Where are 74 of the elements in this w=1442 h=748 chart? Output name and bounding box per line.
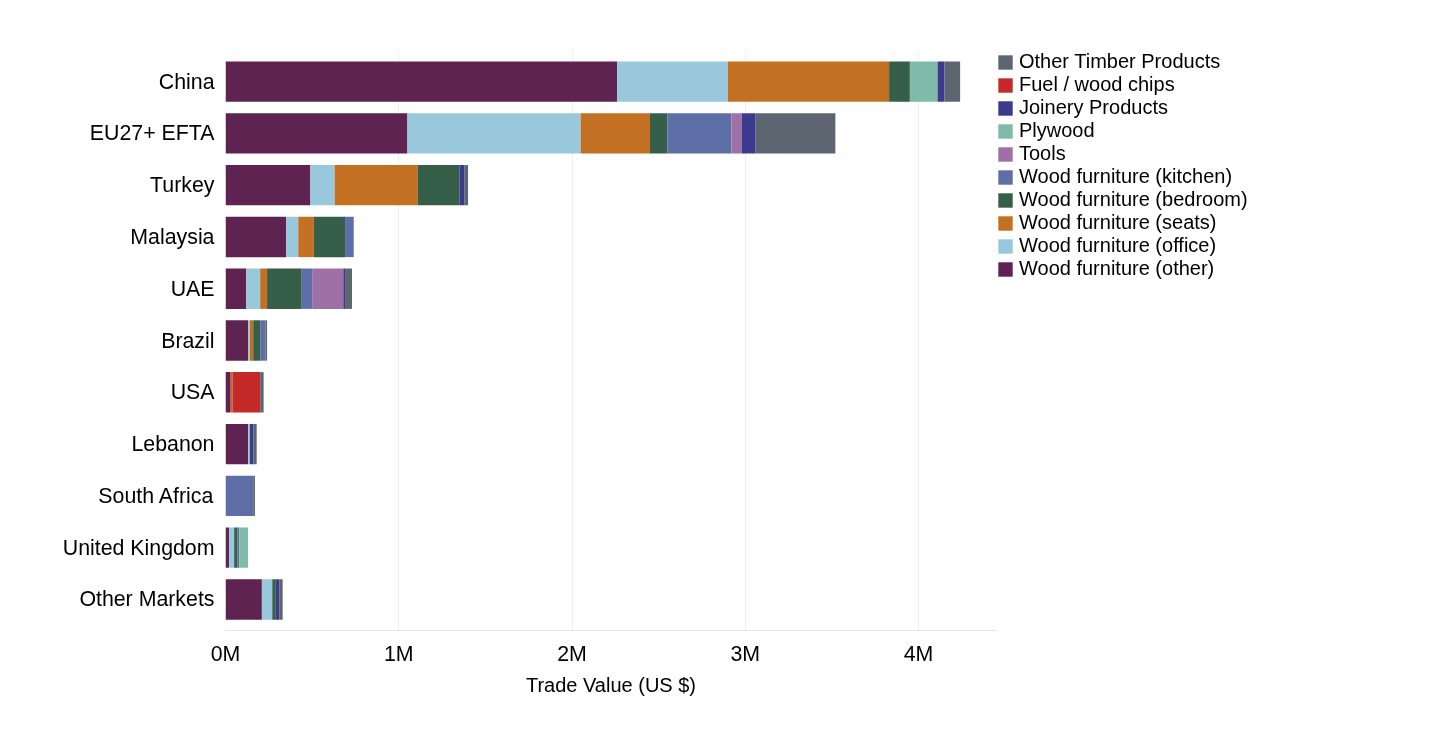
bar bbox=[944, 61, 961, 102]
bar bbox=[727, 61, 890, 102]
bar bbox=[459, 164, 465, 206]
y-tick-label: Turkey bbox=[150, 173, 215, 198]
legend-label: Wood furniture (seats) bbox=[1019, 211, 1217, 234]
x-tick-label: 0M bbox=[210, 641, 241, 666]
bar bbox=[267, 268, 302, 309]
bar bbox=[345, 216, 354, 258]
bar bbox=[261, 579, 273, 620]
bar bbox=[407, 113, 581, 154]
bar bbox=[260, 320, 266, 361]
y-tick-label: South Africa bbox=[98, 483, 214, 508]
bar bbox=[286, 216, 299, 258]
legend-label: Wood furniture (office) bbox=[1019, 234, 1217, 257]
y-tick-label: USA bbox=[170, 380, 216, 405]
x-tick-label: 1M bbox=[383, 641, 414, 666]
bar bbox=[889, 61, 910, 102]
legend-label: Wood furniture (bedroom) bbox=[1019, 188, 1248, 211]
bar bbox=[239, 527, 249, 568]
bar bbox=[253, 320, 261, 361]
bar bbox=[313, 216, 346, 258]
y-tick-label: UAE bbox=[170, 276, 215, 301]
bar bbox=[232, 372, 261, 413]
bar bbox=[755, 113, 836, 154]
bar bbox=[225, 61, 618, 102]
legend-label: Wood furniture (kitchen) bbox=[1019, 165, 1233, 188]
x-axis-title: Trade Value (US $) bbox=[525, 673, 697, 696]
legend-label: Plywood bbox=[1019, 119, 1095, 142]
bar bbox=[617, 61, 728, 102]
legend-label: Joinery Products bbox=[1019, 96, 1168, 119]
bar bbox=[260, 268, 268, 309]
legend-label: Fuel / wood chips bbox=[1019, 73, 1175, 96]
bar bbox=[345, 268, 352, 309]
y-tick-label: Lebanon bbox=[131, 432, 215, 457]
bar bbox=[298, 216, 314, 258]
bar bbox=[225, 579, 262, 620]
bar bbox=[937, 61, 945, 102]
bar bbox=[580, 113, 650, 154]
y-tick-label: China bbox=[158, 69, 215, 94]
bar bbox=[301, 268, 313, 309]
bar bbox=[279, 579, 283, 620]
legend-label: Wood furniture (other) bbox=[1019, 257, 1215, 280]
bar bbox=[272, 579, 276, 620]
y-tick-label: Brazil bbox=[161, 328, 215, 353]
bar bbox=[667, 113, 732, 154]
bar bbox=[228, 527, 235, 568]
y-tick-label: United Kingdom bbox=[62, 535, 215, 560]
legend-label: Other Timber Products bbox=[1019, 50, 1221, 73]
bar bbox=[225, 164, 311, 206]
bar bbox=[312, 268, 344, 309]
bar bbox=[417, 164, 460, 206]
x-tick-label: 4M bbox=[903, 641, 934, 666]
bar bbox=[649, 113, 668, 154]
x-tick-label: 2M bbox=[557, 641, 587, 666]
bar bbox=[334, 164, 418, 206]
bar bbox=[225, 372, 231, 413]
bar bbox=[246, 268, 261, 309]
bar bbox=[260, 372, 264, 413]
y-tick-label: EU27+ EFTA bbox=[89, 121, 216, 146]
bar bbox=[741, 113, 756, 154]
bar bbox=[909, 61, 938, 102]
bar bbox=[225, 113, 408, 154]
bar bbox=[310, 164, 335, 206]
bar bbox=[731, 113, 742, 154]
legend-label: Tools bbox=[1019, 142, 1066, 165]
bar bbox=[225, 268, 247, 309]
bar bbox=[253, 423, 257, 465]
bar bbox=[225, 320, 249, 361]
bar bbox=[225, 475, 254, 517]
y-tick-label: Malaysia bbox=[130, 224, 215, 249]
y-tick-label: Other Markets bbox=[79, 587, 215, 612]
bar bbox=[225, 423, 249, 465]
x-tick-label: 3M bbox=[730, 641, 761, 666]
bar bbox=[225, 216, 287, 258]
